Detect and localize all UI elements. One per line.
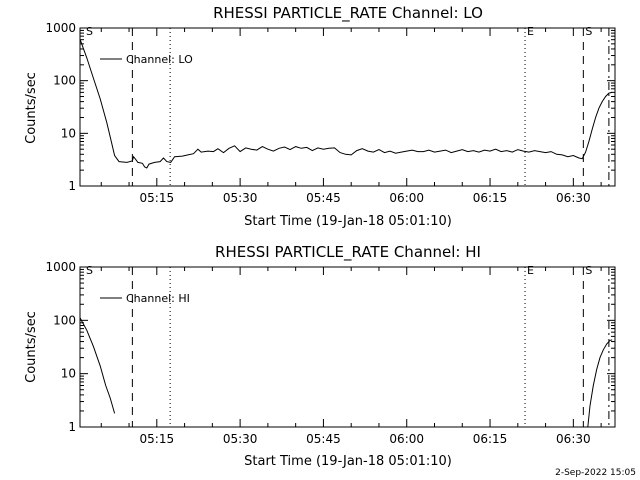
lo-y-tick-label: 1000: [45, 21, 76, 35]
lo-series-line-segment: [79, 39, 613, 169]
hi-y-axis-label: Counts/sec: [24, 311, 39, 383]
hi-series-line-segment: [587, 339, 613, 428]
lo-chart-title: RHESSI PARTICLE_RATE Channel: LO: [213, 4, 483, 23]
lo-y-axis-label: Counts/sec: [24, 72, 39, 144]
hi-x-tick-label: 05:30: [223, 432, 258, 446]
hi-chart-title: RHESSI PARTICLE_RATE Channel: HI: [215, 243, 481, 262]
hi-y-tick-label: 100: [53, 313, 76, 327]
hi-legend-label: Channel: HI: [126, 292, 190, 305]
lo-y-tick-label: 100: [53, 74, 76, 88]
lo-x-tick-label: 05:30: [223, 191, 258, 205]
lo-event-marker-label: S: [86, 25, 93, 38]
lo-x-tick-label: 05:45: [306, 191, 341, 205]
lo-event-marker-label: S: [585, 25, 592, 38]
hi-y-tick-label: 1: [68, 420, 76, 434]
lo-x-tick-label: 06:15: [473, 191, 508, 205]
hi-x-tick-label: 06:30: [556, 432, 591, 446]
lo-x-tick-label: 05:15: [140, 191, 175, 205]
lo-x-tick-label: 06:00: [389, 191, 424, 205]
hi-x-tick-label: 06:00: [389, 432, 424, 446]
hi-series-line-segment: [79, 317, 116, 414]
lo-x-axis-label: Start Time (19-Jan-18 05:01:10): [244, 214, 452, 229]
hi-plot-frame: [79, 266, 616, 428]
lo-event-marker-label: E: [527, 25, 534, 38]
hi-channel-panel: RHESSI PARTICLE_RATE Channel: HI Counts/…: [24, 243, 616, 469]
hi-x-tick-label: 06:15: [473, 432, 508, 446]
lo-plot-frame: [79, 27, 616, 187]
hi-y-tick-label: 1000: [45, 260, 76, 274]
hi-x-axis-label: Start Time (19-Jan-18 05:01:10): [244, 454, 452, 469]
timestamp-label: 2-Sep-2022 15:05: [555, 468, 636, 478]
hi-y-tick-label: 10: [61, 367, 76, 381]
hi-event-marker-label: S: [585, 264, 592, 277]
lo-y-tick-label: 10: [61, 126, 76, 140]
lo-y-tick-label: 1: [68, 179, 76, 193]
hi-event-marker-label: S: [86, 264, 93, 277]
lo-legend-label: Channel: LO: [126, 53, 193, 66]
hi-event-marker-label: E: [527, 264, 534, 277]
hi-x-tick-label: 05:45: [306, 432, 341, 446]
lo-channel-panel: RHESSI PARTICLE_RATE Channel: LO Counts/…: [24, 4, 616, 229]
lo-x-tick-label: 06:30: [556, 191, 591, 205]
hi-x-tick-label: 05:15: [140, 432, 175, 446]
